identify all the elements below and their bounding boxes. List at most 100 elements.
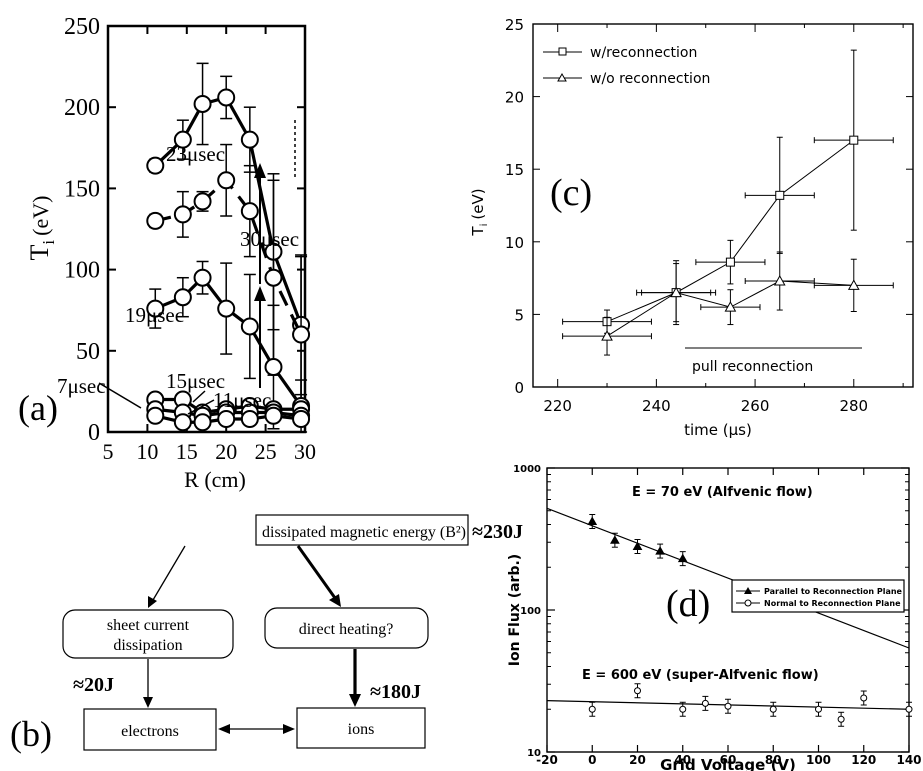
legend-square-marker bbox=[558, 47, 567, 56]
label-30usec: 30μsec bbox=[240, 227, 299, 251]
box-direct-heating-text: direct heating? bbox=[299, 621, 394, 638]
legend-label-w-reconnection: w/reconnection bbox=[590, 45, 697, 61]
panel-c-frame bbox=[532, 23, 914, 388]
panel-d-tag: (d) bbox=[666, 583, 710, 625]
triangle-marker bbox=[632, 541, 643, 551]
panel-d-series bbox=[546, 507, 913, 727]
y-tick-label: 10 bbox=[505, 234, 524, 252]
panel-d-legend-box bbox=[731, 579, 905, 613]
x-tick-label: 140 bbox=[896, 753, 921, 767]
x-tick-label: 40 bbox=[674, 753, 691, 767]
fit-line bbox=[546, 507, 910, 649]
x-tick-label: 15 bbox=[176, 439, 198, 464]
x-tick-label: 20 bbox=[215, 439, 237, 464]
legend-triangle-marker bbox=[557, 72, 567, 82]
y-tick-label: 1000 bbox=[513, 464, 541, 475]
panel-c-axes: 0 5 10 15 20 25 220 240 260 280 bbox=[505, 16, 913, 415]
y-tick-label: 20 bbox=[505, 89, 524, 107]
panel-a-ylabel: Ti(eV) bbox=[25, 196, 58, 261]
data-point bbox=[240, 202, 259, 221]
x-tick-label: 30 bbox=[294, 439, 316, 464]
panel-a-frame bbox=[106, 24, 307, 434]
arrow-sheet-to-electrons-head bbox=[143, 697, 153, 708]
circle-marker bbox=[679, 705, 687, 713]
x-tick-label: 260 bbox=[741, 397, 770, 415]
y-tick-label: 0 bbox=[514, 379, 524, 397]
x-tick-label: 120 bbox=[851, 753, 876, 767]
panel-a-xlabel: R (cm) bbox=[184, 467, 246, 492]
triangle-marker bbox=[587, 516, 598, 525]
arrow-heating-to-ions-head bbox=[349, 694, 361, 707]
box-sheet-current-line2: dissipation bbox=[113, 637, 182, 654]
triangle-marker bbox=[670, 286, 682, 298]
square-marker bbox=[775, 190, 785, 200]
panel-c-xlabel: time (μs) bbox=[684, 421, 752, 439]
panel-d-legend: Parallel to Reconnection Plane Normal to… bbox=[731, 579, 905, 613]
data-point bbox=[146, 156, 165, 175]
box-sheet-current bbox=[62, 609, 234, 659]
circle-marker bbox=[769, 705, 777, 713]
panel-c-ylabel: Ti(eV) bbox=[469, 188, 490, 236]
data-point bbox=[217, 88, 236, 107]
triangle-marker bbox=[847, 279, 860, 290]
svg-text:Ti(eV): Ti(eV) bbox=[469, 188, 490, 236]
arrow-up-lower-head bbox=[254, 286, 266, 301]
legend-label-parallel: Parallel to Reconnection Plane bbox=[764, 587, 903, 596]
panel-a-series bbox=[146, 62, 311, 433]
svg-text:Ti(eV): Ti(eV) bbox=[25, 196, 58, 261]
data-point bbox=[240, 130, 259, 149]
data-point bbox=[217, 299, 236, 318]
box-direct-heating bbox=[264, 607, 429, 649]
y-tick-label: 25 bbox=[505, 16, 524, 34]
data-point bbox=[146, 211, 165, 230]
label-7usec: 7μsec bbox=[57, 374, 106, 398]
x-tick-label: -20 bbox=[536, 753, 558, 767]
label-11usec: 11μsec bbox=[213, 388, 271, 412]
data-point bbox=[264, 268, 283, 287]
panel-c-series bbox=[562, 49, 894, 356]
x-tick-label: 60 bbox=[720, 753, 737, 767]
legend-label-normal: Normal to Reconnection Plane bbox=[764, 599, 901, 608]
panel-b: dissipated magnetic energy (B²) ≈230J sh… bbox=[10, 514, 523, 754]
box-dissipated-energy bbox=[255, 514, 469, 546]
y-tick-label: 5 bbox=[514, 306, 524, 324]
data-point bbox=[193, 192, 212, 211]
value-20J: ≈20J bbox=[73, 674, 114, 696]
label-19usec: 19μsec bbox=[125, 303, 184, 327]
data-point bbox=[173, 288, 192, 307]
y-tick-label: 200 bbox=[64, 95, 100, 121]
panel-a-axes: 0 50 100 150 200 250 5 10 15 20 25 30 bbox=[64, 14, 316, 464]
x-tick-label: 280 bbox=[839, 397, 868, 415]
triangle-marker bbox=[677, 553, 688, 563]
panel-d-ylabel: Ion Flux (arb.) bbox=[507, 554, 523, 666]
box-electrons-text: electrons bbox=[121, 723, 179, 740]
data-point bbox=[264, 358, 283, 377]
panel-d: 10 100 1000 -20 0 20 40 60 80 100 120 140 Grid Volt… bbox=[507, 464, 922, 771]
x-tick-label: 240 bbox=[642, 397, 671, 415]
data-point bbox=[173, 205, 192, 224]
x-tick-label: 220 bbox=[543, 397, 572, 415]
circle-marker bbox=[905, 705, 913, 713]
arrow-top-to-heating bbox=[296, 545, 337, 599]
arrow-top-to-heating-head bbox=[329, 594, 341, 607]
y-tick-label: 10 bbox=[527, 748, 541, 759]
circle-marker bbox=[837, 715, 845, 723]
x-tick-label: 10 bbox=[136, 439, 158, 464]
circle-marker bbox=[634, 687, 641, 695]
legend-label-wo-reconnection: w/o reconnection bbox=[590, 71, 710, 87]
panel-a: 0 50 100 150 200 250 5 10 15 20 25 30 R (cm) Ti(eV)… bbox=[18, 14, 316, 492]
circle-marker bbox=[815, 705, 822, 713]
data-point bbox=[173, 130, 192, 149]
data-point bbox=[146, 406, 165, 425]
circle-marker bbox=[860, 694, 868, 702]
data-point bbox=[240, 410, 259, 429]
data-point bbox=[193, 94, 212, 113]
data-point bbox=[264, 406, 283, 425]
legend-circle-normal bbox=[744, 599, 752, 607]
panel-d-xlabel: Grid Voltage (V) bbox=[660, 756, 796, 771]
panel-a-tag: (a) bbox=[18, 388, 58, 428]
x-tick-label: 25 bbox=[255, 439, 277, 464]
y-tick-label: 50 bbox=[76, 339, 100, 365]
